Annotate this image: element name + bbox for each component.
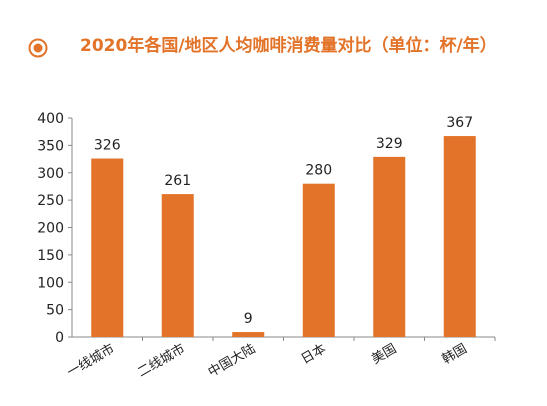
x-tick-label: 美国: [369, 341, 399, 367]
x-tick-label: 一线城市: [64, 341, 117, 381]
x-tick-label: 韩国: [440, 341, 470, 367]
bar: [443, 136, 476, 337]
y-tick-label: 400: [37, 111, 64, 127]
y-tick-label: 300: [37, 166, 64, 182]
y-tick-label: 100: [37, 275, 64, 291]
chart-title: 2020年各国/地区人均咖啡消费量对比（单位：杯/年）: [80, 36, 497, 56]
y-tick-label: 0: [55, 330, 64, 346]
data-label: 9: [244, 311, 253, 327]
bar: [232, 332, 265, 337]
target-bullet-icon: [28, 38, 48, 58]
data-label: 261: [164, 173, 191, 189]
bar: [91, 158, 124, 337]
y-tick-label: 150: [37, 248, 64, 264]
bar: [373, 156, 406, 337]
y-tick-label: 50: [46, 303, 64, 319]
x-tick-label: 二线城市: [135, 341, 188, 381]
bar: [161, 194, 194, 337]
y-tick-label: 350: [37, 138, 64, 154]
data-label: 329: [376, 136, 403, 152]
x-tick-label: 中国大陆: [205, 341, 258, 381]
data-label: 326: [94, 138, 121, 154]
y-tick-label: 250: [37, 193, 64, 209]
y-tick-label: 200: [37, 221, 64, 237]
bar: [302, 183, 335, 337]
x-tick-label: 日本: [299, 341, 329, 367]
data-label: 280: [305, 163, 332, 179]
data-label: 367: [446, 115, 473, 131]
